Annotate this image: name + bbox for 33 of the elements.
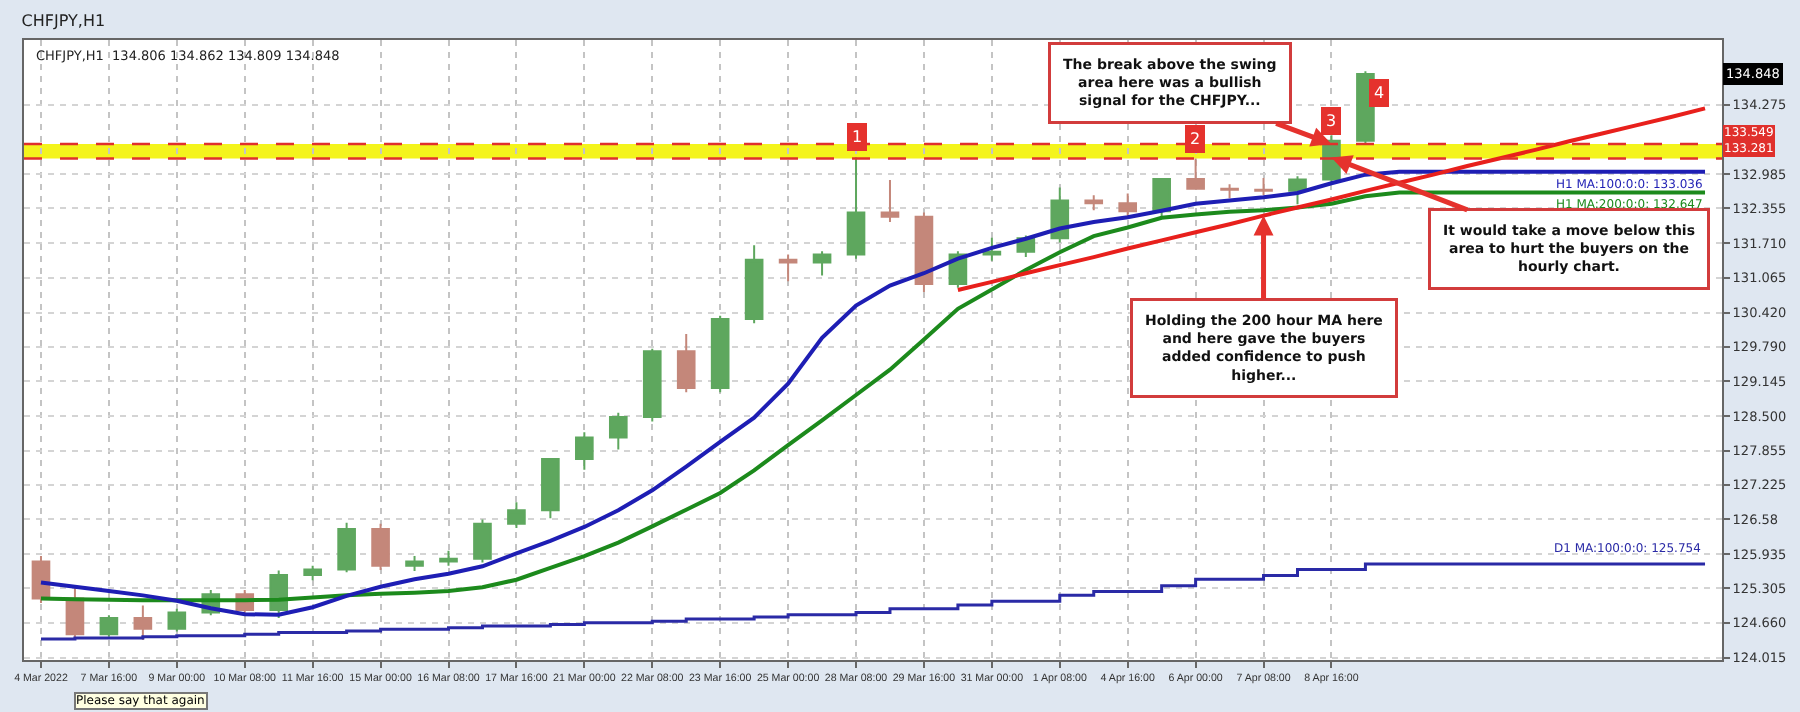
candlestick: [575, 431, 594, 471]
candlestick: [99, 614, 119, 638]
candlestick: [303, 564, 322, 582]
candlestick: [846, 156, 866, 260]
candlestick: [608, 411, 628, 451]
candlestick: [541, 457, 560, 520]
candlestick: [1186, 157, 1205, 191]
candlestick: [337, 521, 356, 574]
candlestick: [405, 555, 424, 573]
candlestick: [1050, 186, 1070, 244]
candlestick: [880, 179, 900, 224]
candlestick: [778, 253, 798, 283]
candlestick: [676, 333, 696, 394]
annotation: 1: [852, 128, 863, 146]
line-series: [955, 106, 1708, 292]
candlestick: [507, 501, 526, 530]
candlestick: [744, 244, 764, 325]
candlestick: [1254, 176, 1273, 197]
candlestick: [1220, 183, 1239, 200]
candlestick: [1118, 192, 1138, 218]
annotation: 4: [1374, 84, 1385, 102]
candlestick: [473, 518, 492, 564]
candlestick: [167, 607, 187, 633]
candlestick: [1152, 176, 1171, 218]
candlestick: [812, 250, 832, 277]
chart-title: CHFJPY,H1: [21, 11, 106, 30]
candlestick: [371, 522, 390, 572]
candlestick: [133, 604, 153, 642]
candlestick: [914, 211, 934, 294]
candlestick: [710, 314, 730, 394]
candlestick: [642, 347, 662, 423]
annotation: 3: [1326, 112, 1337, 130]
annotation: 2: [1190, 130, 1201, 148]
